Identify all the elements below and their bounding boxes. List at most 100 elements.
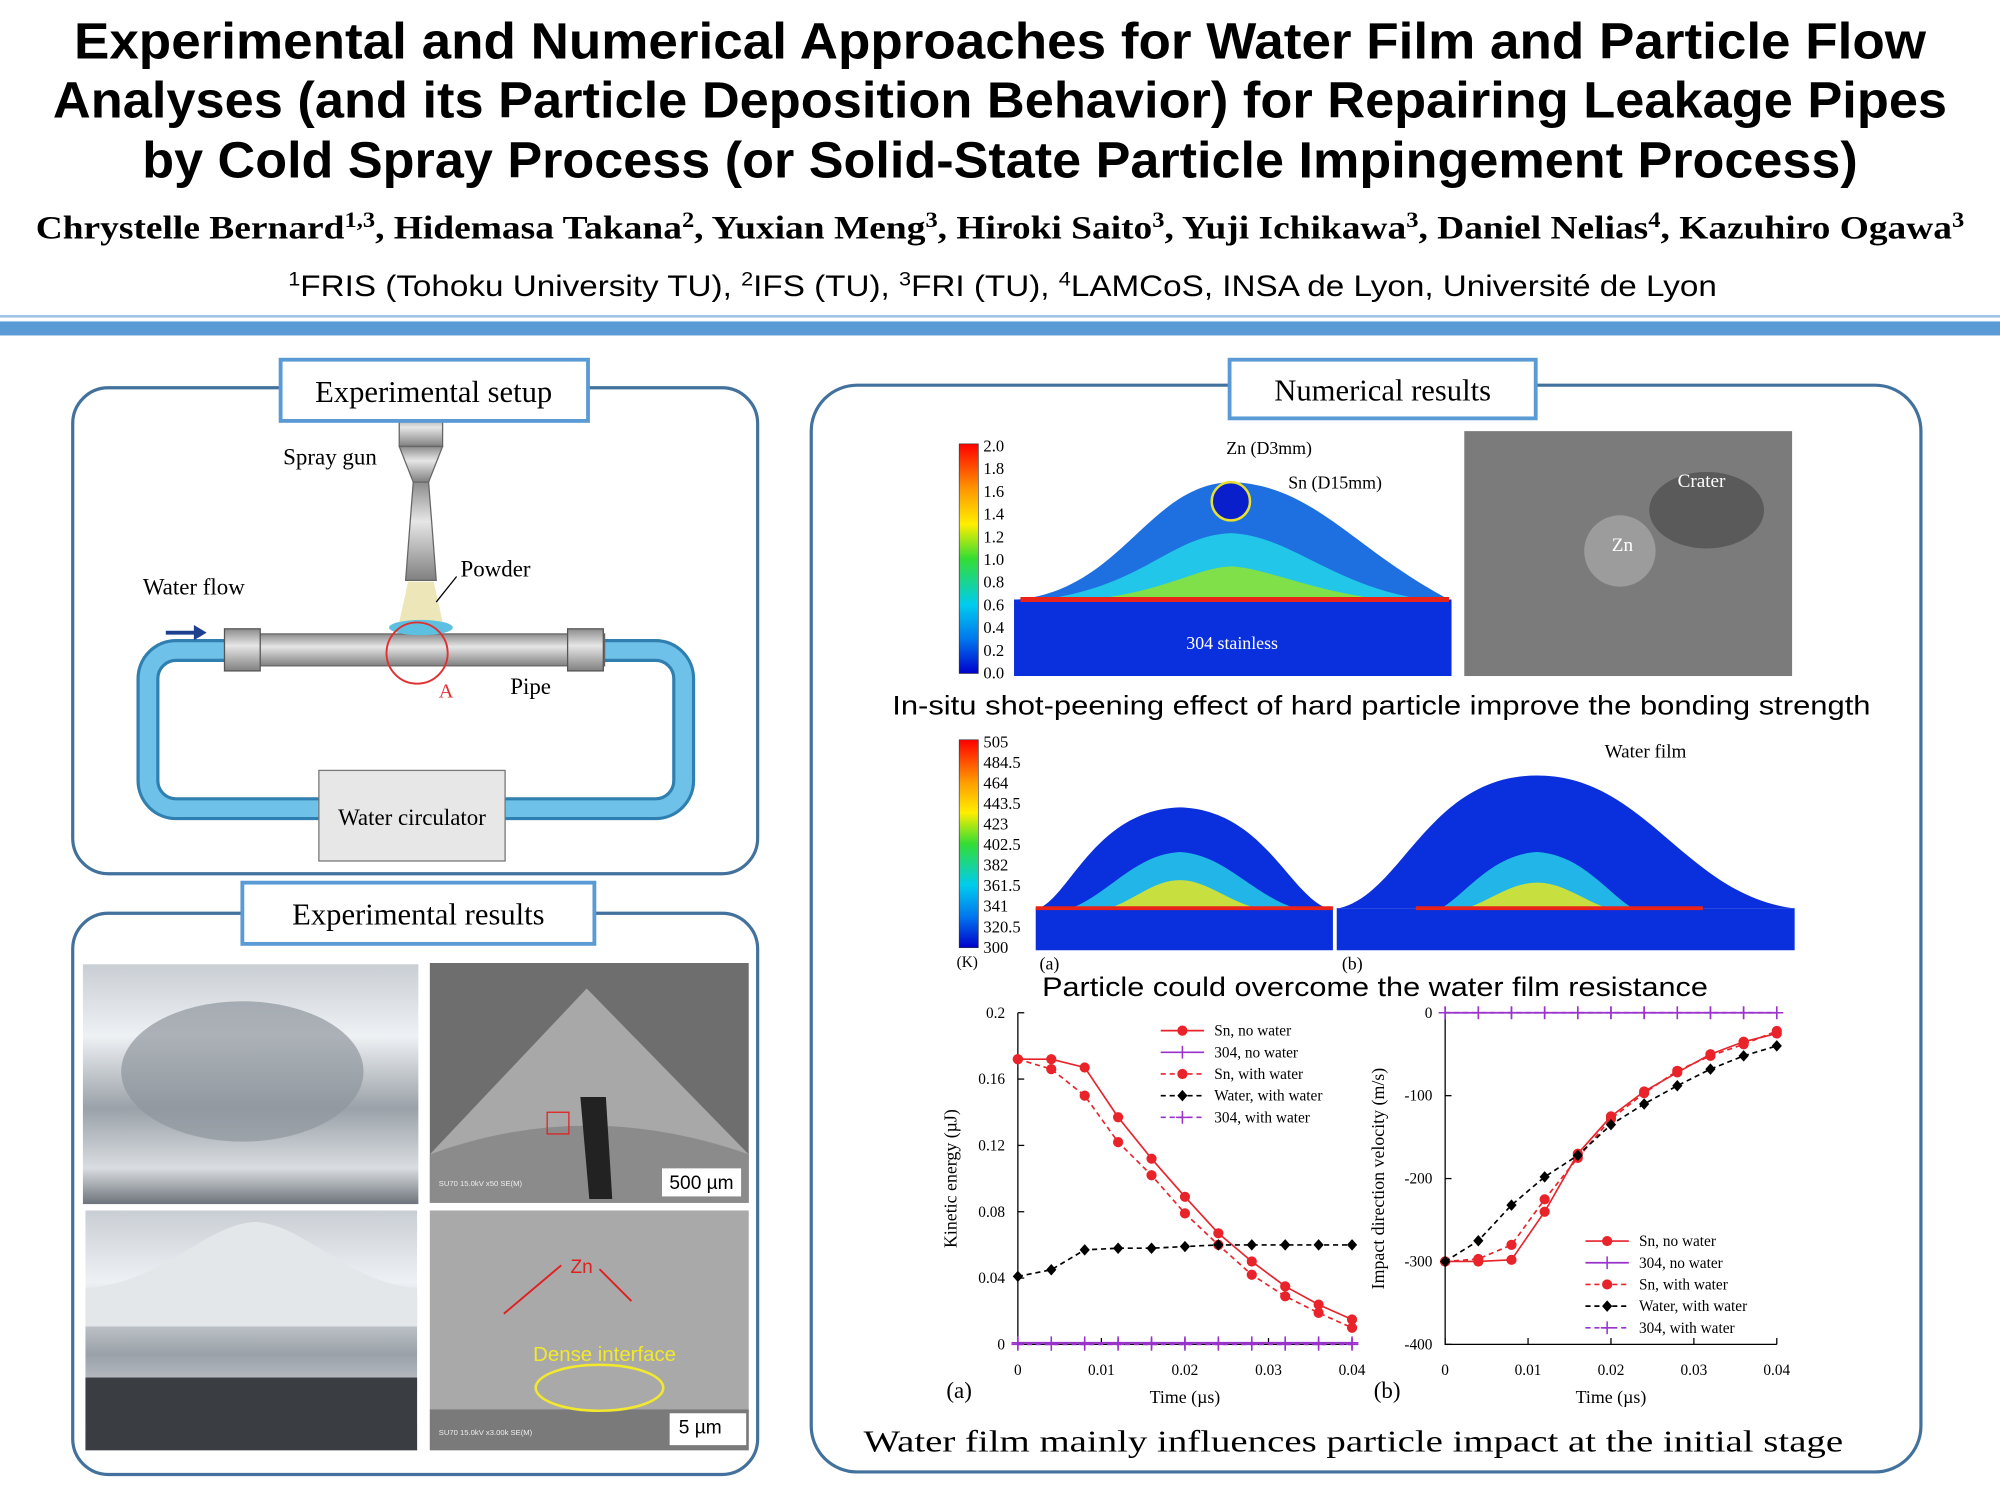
data-point	[1111, 1338, 1125, 1351]
data-point	[1079, 1090, 1090, 1101]
y-tick-label: 0.08	[978, 1204, 1005, 1221]
x-tick-label: 0.02	[1172, 1362, 1199, 1379]
legend-marker	[1176, 1110, 1189, 1124]
colorbar-label: 1.2	[983, 527, 1004, 546]
data-point	[1179, 1208, 1191, 1219]
data-point	[1440, 1255, 1451, 1268]
colorbar-label: 0.4	[983, 618, 1004, 637]
author-sup: 2	[682, 208, 694, 232]
data-point	[1672, 1065, 1683, 1076]
sem-info: SU70 15.0kV x50 SE(M)	[439, 1179, 523, 1188]
author-name: , Yuji Ichikawa	[1165, 210, 1407, 247]
data-point	[1044, 1338, 1058, 1351]
scale-label: 5 µm	[679, 1418, 722, 1439]
figure-caption: Particle could overcome the water film r…	[1042, 972, 1708, 1002]
series-line	[1445, 1030, 1778, 1263]
x-tick-label: 0.01	[1088, 1362, 1115, 1379]
author-sup: 3	[1952, 208, 1964, 232]
data-point	[1146, 1170, 1157, 1181]
legend-label: Sn, with water	[1639, 1277, 1728, 1294]
legend-marker	[1177, 1068, 1188, 1080]
figure-caption: In-situ shot-peening effect of hard part…	[892, 690, 1870, 720]
title-line: by Cold Spray Process (or Solid-State Pa…	[142, 131, 1858, 188]
colorbar-label: 361.5	[983, 876, 1020, 895]
data-point	[1771, 1040, 1782, 1052]
y-tick-label: -300	[1404, 1254, 1432, 1271]
data-point	[1211, 1338, 1225, 1351]
colorbar-label: 0.6	[983, 595, 1004, 614]
image-label: Dense interface	[533, 1344, 676, 1366]
legend-marker	[1176, 1045, 1189, 1059]
data-point	[1046, 1054, 1057, 1065]
section-title-box	[240, 880, 597, 946]
affiliation-sup: 1	[288, 270, 300, 291]
data-point	[1313, 1239, 1324, 1251]
x-tick-label: 0.01	[1515, 1362, 1542, 1379]
data-point	[1473, 1253, 1484, 1265]
image-label: Zn (D3mm)	[1226, 438, 1312, 459]
y-tick-label: -100	[1404, 1088, 1432, 1105]
data-point	[1012, 1054, 1023, 1065]
x-tick-label: 0.02	[1598, 1362, 1625, 1379]
data-point	[1313, 1299, 1324, 1310]
figure-caption: Water film mainly influences particle im…	[864, 1425, 1844, 1459]
data-point	[1313, 1307, 1324, 1318]
photo	[82, 963, 749, 1451]
data-point	[1046, 1264, 1057, 1276]
affiliation-sup: 3	[899, 270, 911, 291]
author-sup: 4	[1648, 208, 1660, 232]
data-point	[1146, 1242, 1157, 1254]
series-line	[1445, 1032, 1777, 1263]
colorbar-label: 2.0	[983, 437, 1004, 456]
data-point	[1046, 1064, 1057, 1075]
image-label: Crater	[1678, 471, 1726, 492]
data-point	[1312, 1338, 1325, 1351]
legend-label: Sn, with water	[1214, 1066, 1303, 1083]
colorbar-label: 402.5	[983, 835, 1020, 854]
data-point	[1506, 1254, 1517, 1265]
panel-label: (b)	[1342, 953, 1363, 974]
data-point	[1438, 1006, 1452, 1020]
data-point	[1011, 1338, 1025, 1351]
x-tick-label: 0	[1014, 1362, 1022, 1379]
data-point	[1639, 1088, 1650, 1099]
image-label: Water film	[1605, 742, 1687, 763]
section-title: Experimental results	[292, 898, 544, 932]
author-sup: 3	[1406, 208, 1418, 232]
legend-label: 304, with water	[1639, 1320, 1735, 1337]
colorbar-label: 0.2	[983, 641, 1004, 660]
data-point	[1473, 1235, 1484, 1247]
data-point	[1278, 1338, 1292, 1351]
image-label: Zn	[1612, 535, 1634, 556]
colorbar-label: 423	[983, 815, 1008, 834]
divider	[0, 315, 2000, 318]
colorbar-label: 464	[983, 774, 1009, 793]
legend-label: Water, with water	[1639, 1298, 1747, 1315]
section-title-box	[278, 357, 590, 423]
image-label: 304 stainless	[1186, 633, 1278, 653]
section-title: Experimental setup	[315, 375, 552, 409]
data-point	[1770, 1006, 1784, 1020]
colorbar-label: 1.0	[983, 550, 1004, 569]
section-title-box	[1227, 357, 1538, 421]
data-point	[1605, 1113, 1617, 1124]
title-line: Experimental and Numerical Approaches fo…	[74, 13, 1926, 70]
data-point	[1538, 1006, 1552, 1020]
panel-label: (b)	[1374, 1378, 1401, 1403]
data-point	[1539, 1206, 1550, 1217]
legend-label: Sn, no water	[1214, 1023, 1291, 1040]
author-name: , Daniel Nelias	[1418, 210, 1648, 247]
data-point	[1737, 1006, 1750, 1020]
data-point	[1346, 1314, 1358, 1325]
legend-marker	[1177, 1089, 1188, 1102]
data-point	[1705, 1063, 1716, 1075]
colorbar-label: 1.6	[983, 482, 1004, 501]
author-name: , Hiroki Saito	[938, 210, 1153, 247]
data-point	[1078, 1338, 1092, 1351]
data-point	[1471, 1006, 1485, 1020]
data-point	[1280, 1291, 1291, 1302]
panel-label: (a)	[1040, 953, 1060, 974]
y-tick-label: 0.12	[978, 1138, 1005, 1155]
legend-marker	[1600, 1256, 1614, 1270]
diagram-label: Pipe	[510, 674, 551, 699]
